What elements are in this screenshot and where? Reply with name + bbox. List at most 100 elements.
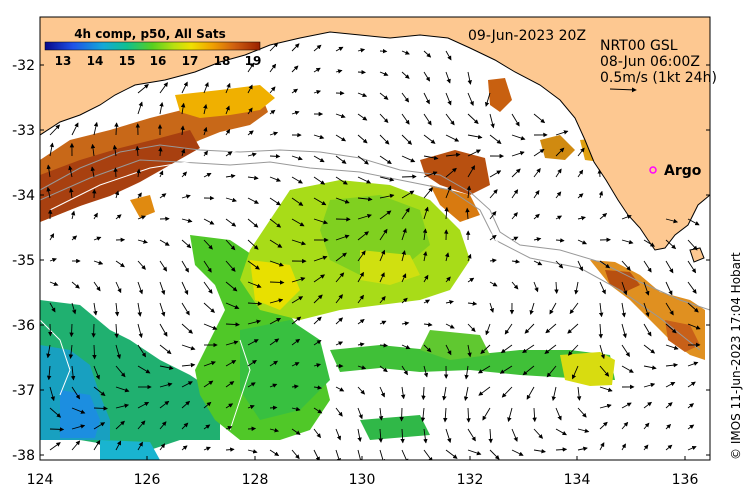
current-vector (467, 149, 481, 157)
current-vector (423, 299, 431, 304)
current-vector (423, 134, 436, 144)
current-vector (203, 323, 218, 330)
current-vector (577, 239, 587, 245)
current-vector (269, 360, 279, 367)
current-vector (114, 190, 120, 199)
current-vector (159, 239, 170, 246)
current-vector (401, 50, 410, 55)
current-vector (71, 424, 86, 430)
current-vector (445, 428, 452, 444)
current-vector (378, 428, 383, 443)
current-vector (181, 445, 188, 451)
current-vector (687, 381, 696, 388)
current-vector (401, 155, 416, 163)
current-vector (477, 365, 491, 374)
current-vector (621, 302, 626, 318)
current-vector (71, 281, 80, 289)
current-vector (643, 302, 650, 318)
lon-tick: 136 (672, 472, 699, 488)
current-vector (357, 271, 364, 283)
current-vector (335, 294, 343, 304)
current-vector (335, 317, 344, 325)
current-vector (269, 197, 281, 206)
current-vector (225, 105, 230, 115)
current-vector (269, 42, 279, 52)
current-vector (335, 272, 345, 283)
current-vector (269, 298, 284, 304)
current-vector (529, 302, 535, 315)
current-vector (533, 148, 545, 157)
current-vector (225, 381, 235, 388)
current-vector (247, 319, 262, 325)
current-vector (335, 113, 346, 119)
current-vector (533, 260, 543, 266)
current-vector (687, 323, 701, 330)
current-vector (225, 360, 237, 367)
current-vector (401, 250, 406, 262)
current-vector (115, 214, 122, 220)
current-vector (511, 449, 524, 456)
current-vector (247, 197, 259, 204)
lat-tick: -35 (12, 253, 35, 269)
current-vector (687, 424, 695, 430)
current-vector (114, 323, 119, 339)
current-vector (488, 428, 493, 444)
current-vector (335, 407, 343, 417)
current-vector (445, 276, 451, 283)
currents-time: 08-Jun 06:00Z (600, 54, 700, 70)
current-vector (401, 365, 408, 376)
current-vector (357, 386, 366, 395)
current-vector (159, 344, 172, 355)
argo-marker[interactable]: Argo (649, 163, 702, 179)
current-vector (643, 239, 655, 247)
current-vector (93, 386, 106, 396)
current-vector (159, 382, 173, 388)
current-vector (69, 323, 74, 338)
current-vector (247, 404, 255, 410)
current-vector (379, 320, 387, 325)
contour-lines (40, 127, 710, 431)
current-vector (225, 197, 237, 203)
current-vector (665, 402, 673, 409)
current-vector (247, 239, 259, 250)
current-vector (533, 189, 540, 199)
current-vector (687, 403, 694, 409)
current-vector (159, 365, 174, 371)
current-vector (159, 82, 168, 94)
current-vector (522, 344, 535, 354)
current-vector (511, 428, 518, 442)
current-vector (159, 323, 168, 337)
current-vector (93, 121, 99, 136)
current-vector (159, 193, 167, 199)
current-vector (247, 359, 257, 367)
current-vector (313, 407, 323, 414)
current-vector (115, 403, 130, 409)
current-vector (643, 382, 656, 388)
current-vector (269, 109, 276, 115)
current-vector (90, 143, 96, 157)
current-vector (555, 238, 565, 243)
current-vector (180, 102, 186, 115)
current-vector (247, 339, 259, 346)
current-vector (665, 344, 679, 350)
map-datetime: 09-Jun-2023 20Z (468, 28, 586, 44)
current-vector (269, 280, 285, 285)
current-vector (115, 420, 125, 430)
current-vector (599, 213, 608, 220)
current-vector (379, 386, 385, 398)
current-vector (247, 175, 259, 181)
colorbar-title: 4h comp, p50, All Sats (74, 27, 226, 41)
current-vector (335, 341, 344, 346)
current-vector (247, 301, 263, 306)
current-vector (357, 428, 362, 443)
current-vector (93, 236, 102, 241)
current-vector (621, 402, 632, 409)
current-vector (313, 363, 322, 368)
current-vector (643, 444, 649, 451)
current-vector (181, 194, 191, 199)
lat-tick: -34 (12, 188, 35, 204)
current-vector (555, 447, 568, 452)
current-vector (504, 323, 513, 335)
current-vector (577, 428, 590, 433)
current-vector (423, 155, 439, 161)
